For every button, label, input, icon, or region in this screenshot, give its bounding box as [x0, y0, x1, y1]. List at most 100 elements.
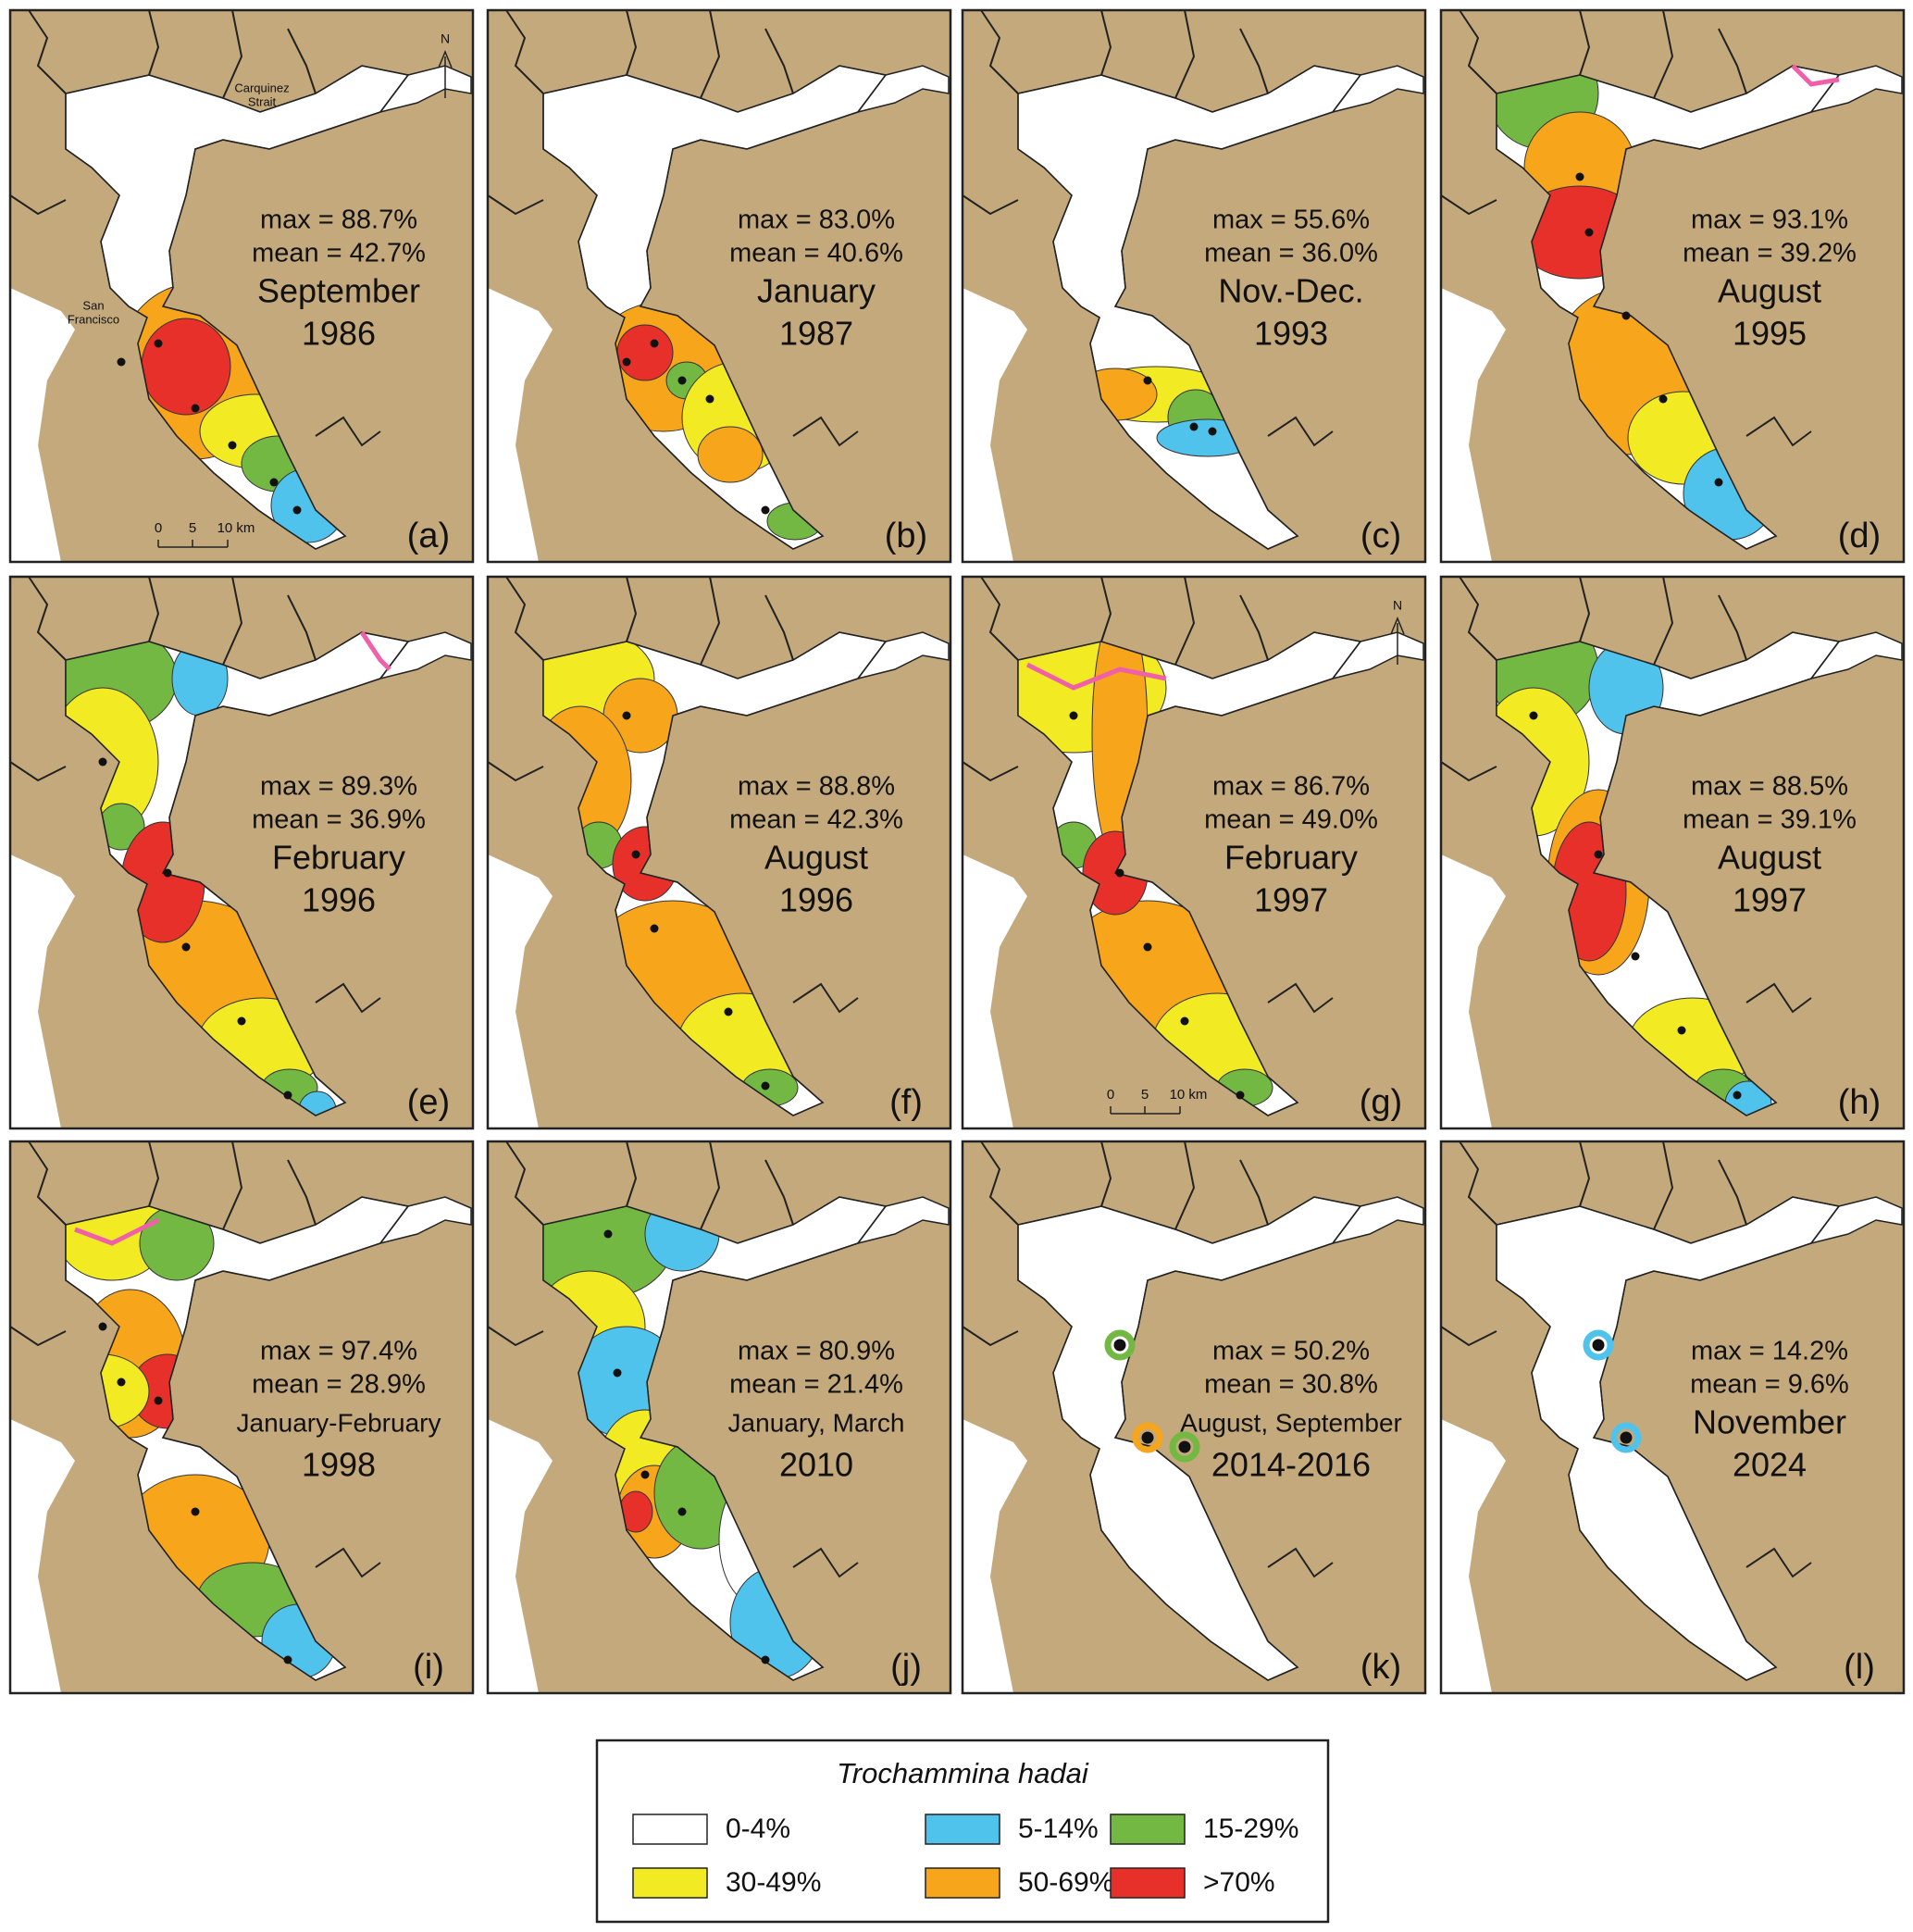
- station: [154, 339, 163, 348]
- panel-frame: [1439, 575, 1906, 1130]
- bay-outline: [1496, 631, 1841, 1116]
- river: [1440, 1326, 1497, 1347]
- station-ring: [1583, 1329, 1614, 1361]
- station: [154, 1396, 163, 1405]
- river: [626, 576, 638, 642]
- panel-frame: [8, 575, 475, 1130]
- ocean: [10, 288, 75, 562]
- river: [9, 1326, 67, 1347]
- max-text: max = 80.9%: [738, 1337, 895, 1366]
- legend-swatch: [632, 1814, 708, 1845]
- river: [792, 982, 859, 1014]
- mean-text: mean = 40.6%: [729, 239, 903, 268]
- year-text: 1986: [302, 315, 376, 353]
- river: [700, 9, 721, 99]
- mean-text: mean = 9.6%: [1690, 1370, 1849, 1400]
- zone: [697, 426, 764, 483]
- station: [1733, 1091, 1742, 1100]
- delta: [379, 65, 472, 114]
- bay-outline: [1017, 631, 1362, 1116]
- year-text: 1996: [302, 881, 376, 919]
- map-panel: max = 88.7% mean = 42.7% September 1986 (a) N…: [8, 8, 475, 564]
- station: [761, 1655, 770, 1664]
- panel-frame: [961, 8, 1427, 564]
- mean-text: mean = 28.9%: [252, 1370, 426, 1400]
- panel-letter: (d): [1838, 517, 1881, 555]
- place-label: San: [82, 298, 104, 312]
- river: [1267, 1547, 1334, 1578]
- river: [1745, 982, 1812, 1014]
- legend-label: 50-69%: [1018, 1867, 1113, 1898]
- station: [761, 1081, 770, 1091]
- river: [1459, 9, 1497, 94]
- river: [505, 576, 544, 661]
- river: [148, 576, 160, 642]
- legend-swatch: [1110, 1814, 1186, 1845]
- station: [650, 339, 659, 348]
- river: [764, 594, 794, 661]
- station: [237, 1016, 246, 1026]
- period-text: January-February: [237, 1408, 441, 1437]
- bay-outline: [1017, 1196, 1362, 1681]
- ocean: [963, 288, 1027, 562]
- north-label: N: [441, 31, 450, 46]
- river: [1239, 28, 1269, 94]
- river: [1579, 576, 1591, 642]
- river: [764, 28, 794, 94]
- river: [1440, 194, 1497, 216]
- legend-swatch: [925, 1867, 1000, 1899]
- ocean: [1441, 1419, 1506, 1693]
- river: [1718, 28, 1747, 94]
- river: [1459, 576, 1497, 661]
- station: [1141, 1431, 1154, 1444]
- mean-text: mean = 39.1%: [1683, 805, 1857, 835]
- station: [1575, 172, 1584, 181]
- station: [1178, 1440, 1191, 1453]
- map-panel: max = 50.2% mean = 30.8% August, September…: [961, 1140, 1427, 1695]
- station: [283, 1091, 292, 1100]
- legend-label: 5-14%: [1018, 1814, 1099, 1844]
- station: [622, 711, 631, 720]
- station: [228, 441, 237, 450]
- panel-frame: [486, 575, 952, 1130]
- station: [761, 505, 770, 515]
- station: [117, 1377, 126, 1387]
- river: [28, 576, 67, 661]
- zone: [141, 318, 231, 416]
- river: [287, 28, 317, 94]
- map-panel: max = 89.3%mean = 36.9% February 1996 (e): [8, 575, 475, 1130]
- legend-swatch: [632, 1867, 708, 1899]
- river: [1579, 1141, 1591, 1207]
- period-text: January: [757, 272, 876, 310]
- river: [1100, 1141, 1112, 1207]
- station-ring: [1104, 1329, 1136, 1361]
- max-text: max = 50.2%: [1212, 1337, 1370, 1366]
- year-text: 2024: [1733, 1446, 1807, 1484]
- north-arrow-head: [1390, 617, 1405, 635]
- legend-label: 15-29%: [1203, 1814, 1298, 1844]
- station: [1658, 394, 1668, 404]
- ocean: [963, 854, 1027, 1128]
- river: [792, 1547, 859, 1578]
- map-panel: max = 93.1% mean = 39.2% August 1995 (d): [1439, 8, 1906, 564]
- river: [1267, 982, 1334, 1014]
- north-label: N: [1393, 598, 1402, 613]
- station: [724, 1007, 733, 1016]
- river: [505, 9, 544, 94]
- ocean: [10, 1419, 75, 1693]
- period-text: February: [1224, 839, 1358, 877]
- river: [1174, 9, 1196, 99]
- river: [1718, 594, 1747, 661]
- river: [315, 416, 381, 447]
- river: [1579, 9, 1591, 76]
- river: [1653, 576, 1674, 666]
- delta: [1809, 631, 1903, 680]
- delta: [1331, 65, 1424, 114]
- map-panel: max = 55.6% mean = 36.0% Nov.-Dec. 1993 (c): [961, 8, 1427, 564]
- station: [191, 1507, 200, 1516]
- ocean: [488, 288, 553, 562]
- mean-text: mean = 30.8%: [1204, 1370, 1378, 1400]
- delta: [1331, 1196, 1424, 1245]
- boundary-line: [1025, 662, 1167, 691]
- river: [1100, 9, 1112, 76]
